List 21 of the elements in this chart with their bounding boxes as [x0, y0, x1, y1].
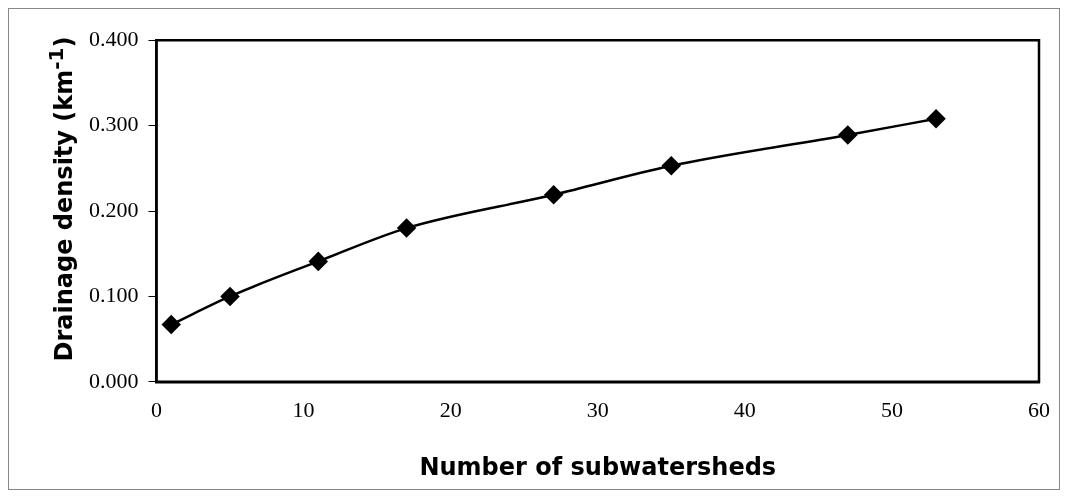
x-tick-label: 0 — [151, 396, 162, 422]
x-tick-label: 40 — [733, 396, 756, 422]
point — [220, 287, 240, 306]
point — [926, 109, 946, 129]
x-axis-title: Number of subwatersheds — [419, 452, 777, 481]
y-tick-label: 0.000 — [89, 367, 139, 393]
y-tick-label: 0.100 — [89, 282, 139, 308]
point — [309, 252, 328, 271]
x-tick-label: 50 — [880, 396, 903, 422]
x-tick-label: 60 — [1028, 396, 1050, 422]
point — [161, 315, 181, 334]
y-tick-label: 0.400 — [89, 25, 139, 51]
x-tick-label: 30 — [586, 396, 609, 422]
point — [838, 125, 858, 145]
point — [544, 185, 563, 205]
point — [397, 218, 416, 238]
x-tick-label: 10 — [292, 396, 315, 422]
y-tick-label: 0.200 — [89, 196, 139, 222]
point — [662, 156, 681, 175]
x-tick-label: 20 — [439, 396, 462, 422]
y-tick-label: 0.300 — [89, 111, 139, 137]
